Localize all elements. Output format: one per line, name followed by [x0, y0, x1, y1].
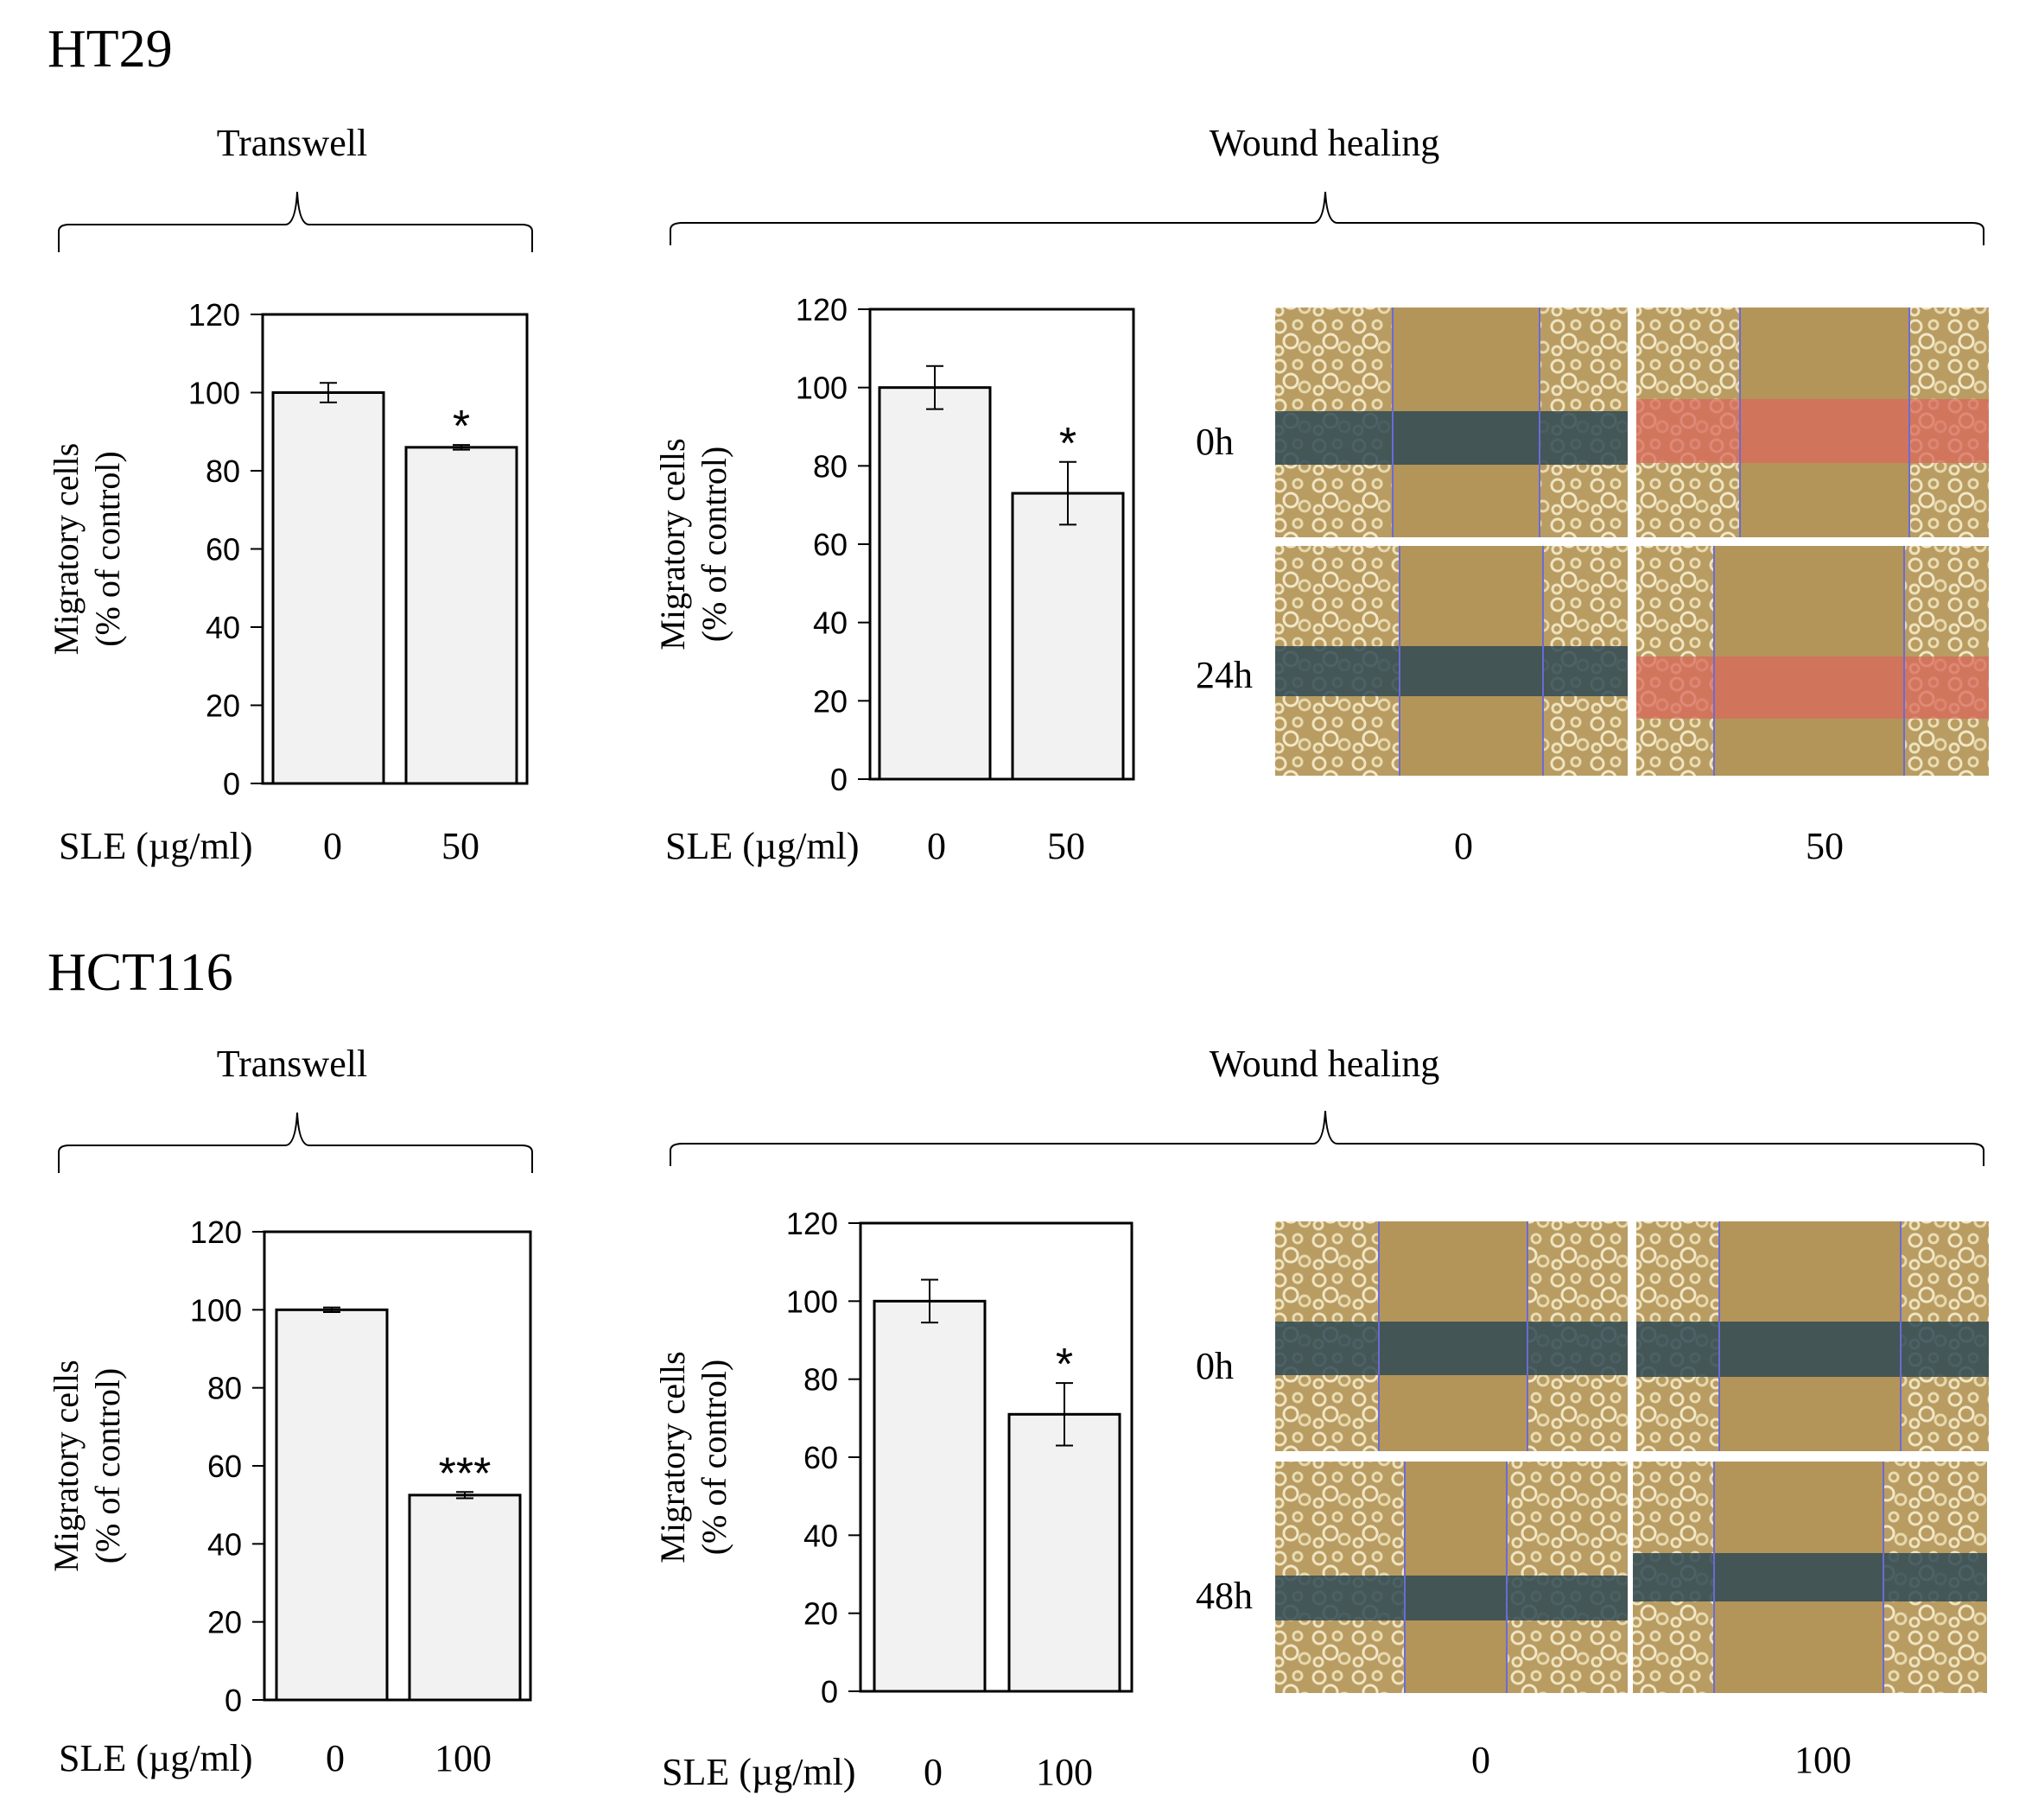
x-category-label: 0 — [326, 1737, 345, 1779]
transwell-group-label: Transwell — [217, 122, 367, 164]
y-tick-label: 20 — [206, 688, 240, 724]
y-axis-label-line-1: Migratory cells — [47, 443, 86, 656]
y-axis-label-line-2: (% of control) — [695, 447, 733, 643]
timepoint-label-row-2: 24h — [1196, 654, 1253, 696]
micrograph-24h-dose-high — [1636, 546, 1989, 776]
x-category-label: 0 — [323, 825, 342, 867]
y-axis-label-line-1: Migratory cells — [653, 1351, 692, 1563]
y-tick-label: 120 — [796, 292, 848, 327]
y-tick-label: 120 — [188, 297, 240, 333]
y-tick-label: 120 — [190, 1214, 242, 1250]
y-axis-label-line-1: Migratory cells — [653, 438, 692, 650]
y-tick-label: 80 — [803, 1362, 838, 1398]
wound-group-label: Wound healing — [1210, 1043, 1440, 1085]
bar — [1007, 1412, 1121, 1693]
y-axis-label-line-2: (% of control) — [695, 1360, 733, 1556]
y-tick-label: 20 — [803, 1596, 838, 1632]
dose-label-col-2: 100 — [1794, 1739, 1851, 1781]
significance-marker: * — [1056, 1340, 1073, 1390]
y-tick-label: 0 — [223, 766, 240, 802]
y-tick-label: 100 — [188, 376, 240, 411]
y-tick-label: 0 — [225, 1683, 242, 1718]
y-tick-label: 80 — [207, 1371, 242, 1406]
y-tick-label: 40 — [206, 610, 240, 645]
bar — [404, 446, 518, 785]
dose-label-col-1: 0 — [1454, 825, 1473, 867]
significance-marker: * — [453, 402, 470, 452]
x-axis-label: SLE (µg/ml) — [59, 825, 253, 867]
x-category-label: 0 — [927, 825, 946, 867]
micrograph-48h-dose-high — [1633, 1462, 1987, 1693]
significance-marker: * — [1059, 419, 1076, 469]
y-axis-label-line-2: (% of control) — [88, 451, 127, 647]
y-axis-label-line-2: (% of control) — [88, 1368, 127, 1564]
y-tick-label: 120 — [786, 1206, 838, 1241]
x-category-label: 100 — [1036, 1751, 1093, 1793]
timepoint-label-row-1: 0h — [1196, 1345, 1234, 1387]
panel-ht29: HT29 Transwell Wound healing 0 20 40 60 80 10… — [47, 20, 1989, 867]
micrograph-grid: 0h 48h — [1196, 1221, 1989, 1781]
x-category-label: 0 — [924, 1751, 943, 1793]
x-category-label: 50 — [1047, 825, 1085, 867]
panel-hct116: HCT116 Transwell Wound healing 0 20 40 60 80… — [47, 943, 1989, 1793]
y-tick-label: 80 — [206, 453, 240, 489]
wound-brace — [670, 191, 1984, 245]
x-axis-label: SLE (µg/ml) — [59, 1737, 253, 1779]
bar — [408, 1493, 522, 1702]
y-axis-label-line-1: Migratory cells — [47, 1360, 86, 1572]
chart-ht29-wound-healing: 0 20 40 60 80 100 120 Migratory cells (% of cont… — [653, 292, 1135, 867]
bar — [1011, 491, 1125, 781]
y-tick-label: 80 — [813, 448, 848, 484]
y-tick-label: 60 — [207, 1449, 242, 1484]
y-tick-label: 40 — [207, 1526, 242, 1562]
y-tick-label: 0 — [830, 762, 848, 797]
bar — [873, 1299, 987, 1693]
chart-ht29-transwell: 0 20 40 60 80 100 120 Migratory cells (% of cont… — [47, 297, 529, 867]
cell-line-title: HCT116 — [48, 943, 233, 1002]
transwell-group-label: Transwell — [217, 1043, 367, 1085]
x-category-label: 50 — [441, 825, 479, 867]
significance-marker: *** — [439, 1449, 492, 1499]
micrograph-0h-dose-low — [1275, 1221, 1628, 1451]
bar — [271, 391, 385, 785]
y-tick-label: 20 — [813, 683, 848, 719]
wound-group-label: Wound healing — [1210, 122, 1440, 164]
y-tick-label: 0 — [821, 1674, 838, 1709]
y-tick-label: 60 — [803, 1440, 838, 1475]
y-tick-label: 40 — [813, 606, 848, 641]
micrograph-grid: 0h 24h — [1196, 308, 1989, 867]
y-tick-label: 40 — [803, 1518, 838, 1553]
timepoint-label-row-1: 0h — [1196, 421, 1234, 463]
y-tick-label: 100 — [786, 1284, 838, 1319]
bar — [878, 386, 992, 781]
y-tick-label: 100 — [796, 371, 848, 406]
transwell-brace — [58, 1112, 533, 1173]
wound-brace — [670, 1110, 1984, 1166]
timepoint-label-row-2: 48h — [1196, 1575, 1253, 1617]
chart-hct116-transwell: 0 20 40 60 80 100 120 Migratory cells (% of cont… — [47, 1214, 532, 1779]
transwell-brace — [58, 191, 533, 252]
y-tick-label: 60 — [206, 532, 240, 568]
x-category-label: 100 — [435, 1737, 492, 1779]
x-axis-label: SLE (µg/ml) — [665, 825, 860, 867]
dose-label-col-1: 0 — [1471, 1739, 1490, 1781]
cell-line-title: HT29 — [48, 20, 173, 79]
micrograph-24h-dose-low — [1275, 546, 1628, 776]
micrograph-0h-dose-high — [1636, 1221, 1989, 1451]
y-tick-label: 20 — [207, 1605, 242, 1640]
dose-label-col-2: 50 — [1806, 825, 1844, 867]
micrograph-0h-dose-high — [1636, 308, 1989, 537]
bar — [275, 1308, 389, 1702]
chart-hct116-wound-healing: 0 20 40 60 80 100 120 Migratory cells (% of cont… — [653, 1206, 1133, 1793]
micrograph-48h-dose-low — [1275, 1462, 1628, 1693]
y-tick-label: 60 — [813, 527, 848, 562]
x-axis-label: SLE (µg/ml) — [662, 1751, 856, 1793]
micrograph-0h-dose-low — [1275, 308, 1628, 537]
y-tick-label: 100 — [190, 1292, 242, 1328]
